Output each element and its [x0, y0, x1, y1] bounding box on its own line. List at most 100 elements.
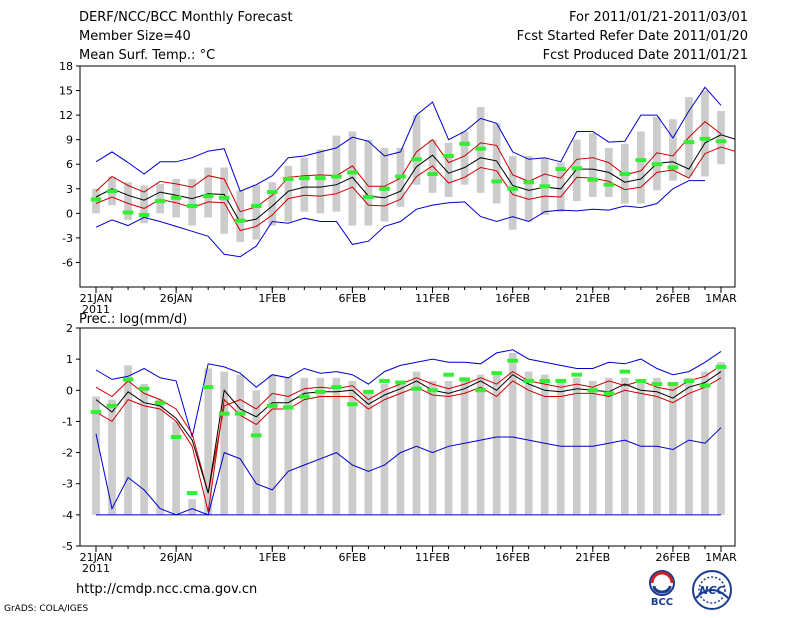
- member-range-bar: [252, 390, 261, 515]
- observation-marker: [459, 141, 470, 146]
- observation-marker: [363, 389, 374, 394]
- member-range-bar: [220, 167, 229, 234]
- member-range-bar: [653, 116, 661, 191]
- x-tick-label: 1FEB: [258, 292, 286, 305]
- observation-marker: [379, 186, 390, 191]
- observation-marker: [347, 402, 358, 407]
- observation-marker: [443, 154, 454, 159]
- member-range-bar: [268, 374, 277, 515]
- series-line-max: [95, 86, 722, 192]
- x-tick-label: 21JAN: [80, 292, 113, 305]
- y-tick-label: -4: [62, 509, 73, 522]
- observation-marker: [587, 177, 599, 182]
- observation-marker: [170, 435, 182, 439]
- observation-marker: [218, 411, 230, 416]
- x-tick-label: 1MAR: [705, 551, 737, 564]
- x-tick-label: 11FEB: [415, 292, 450, 305]
- series-line-upper: [95, 364, 722, 494]
- observation-marker: [90, 410, 102, 415]
- observation-marker: [154, 400, 166, 405]
- member-range-bar: [444, 380, 453, 515]
- series-line-upper: [95, 121, 722, 213]
- observation-marker: [635, 158, 647, 163]
- observation-marker: [587, 388, 599, 393]
- y-tick-label: -6: [62, 256, 73, 269]
- x-tick-label: 1FEB: [258, 551, 286, 564]
- member-range-bar: [508, 156, 517, 230]
- footer-url[interactable]: http://cmdp.ncc.cma.gov.cn: [76, 582, 258, 597]
- ncc-logo-text: NCC: [699, 584, 724, 597]
- member-range-bar: [124, 182, 132, 220]
- observation-marker: [555, 378, 567, 383]
- observation-marker: [603, 182, 615, 187]
- observation-marker: [619, 369, 631, 374]
- observation-marker: [331, 385, 342, 390]
- member-range-bar: [156, 399, 164, 515]
- observation-marker: [411, 157, 422, 162]
- observation-marker: [315, 389, 326, 394]
- grads-credit: GrADS: COLA/IGES: [4, 604, 89, 614]
- member-range-bar: [236, 190, 245, 242]
- observation-marker: [475, 388, 486, 393]
- member-range-bar: [284, 377, 293, 515]
- member-range-bar: [588, 380, 597, 515]
- produced-date-label: Fcst Produced Date 2011/01/21: [542, 48, 748, 63]
- observation-marker: [218, 195, 230, 200]
- member-range-bar: [188, 178, 196, 226]
- member-range-bar: [332, 377, 341, 515]
- observation-marker: [299, 176, 310, 181]
- member-range-bar: [621, 377, 629, 515]
- observation-marker: [266, 190, 278, 195]
- observation-marker: [186, 203, 198, 208]
- series-line-min: [95, 180, 705, 258]
- observation-marker: [619, 172, 631, 177]
- x-tick-label: 6FEB: [338, 292, 366, 305]
- observation-marker: [635, 378, 647, 383]
- x-tick-label: 11FEB: [415, 551, 450, 564]
- y-tick-label: 0: [66, 207, 73, 220]
- observation-marker: [651, 382, 663, 387]
- x-tick-label: 16FEB: [495, 551, 530, 564]
- member-range-bar: [92, 396, 100, 515]
- member-range-bar: [492, 123, 501, 204]
- observation-marker: [491, 371, 502, 376]
- x-tick-label: 1MAR: [705, 292, 737, 305]
- observation-marker: [571, 166, 583, 171]
- member-range-bar: [364, 139, 373, 226]
- member-range-bar: [236, 374, 245, 515]
- observation-marker: [539, 378, 551, 383]
- member-range-bar: [460, 380, 469, 515]
- x-tick-sublabel: 2011: [82, 562, 110, 575]
- observation-marker: [347, 170, 358, 175]
- observation-marker: [250, 433, 262, 438]
- x-tick-label: 21FEB: [575, 292, 610, 305]
- member-range-bar: [108, 399, 116, 515]
- member-range-bar: [717, 111, 725, 165]
- observation-marker: [90, 197, 102, 202]
- member-range-bar: [524, 156, 533, 222]
- member-range-bar: [348, 380, 357, 515]
- member-range-bar: [252, 184, 261, 240]
- member-range-bar: [268, 182, 277, 226]
- observation-marker: [683, 378, 695, 383]
- observation-marker: [699, 383, 711, 388]
- member-range-bar: [556, 380, 565, 515]
- x-tick-label: 26FEB: [656, 551, 691, 564]
- x-tick-label: 26JAN: [160, 292, 193, 305]
- member-range-bar: [332, 135, 341, 212]
- observation-marker: [331, 174, 342, 179]
- y-tick-label: 9: [66, 134, 73, 147]
- observation-marker: [379, 378, 390, 383]
- y-tick-label: -3: [62, 232, 73, 245]
- observation-marker: [395, 174, 406, 179]
- member-range-bar: [412, 115, 421, 185]
- y-tick-label: -2: [62, 447, 73, 460]
- observation-marker: [507, 186, 518, 191]
- panel-frame: [79, 327, 736, 547]
- observation-marker: [651, 162, 663, 167]
- member-range-bar: [412, 371, 421, 515]
- member-range-bar: [220, 371, 229, 515]
- member-range-bar: [685, 377, 693, 515]
